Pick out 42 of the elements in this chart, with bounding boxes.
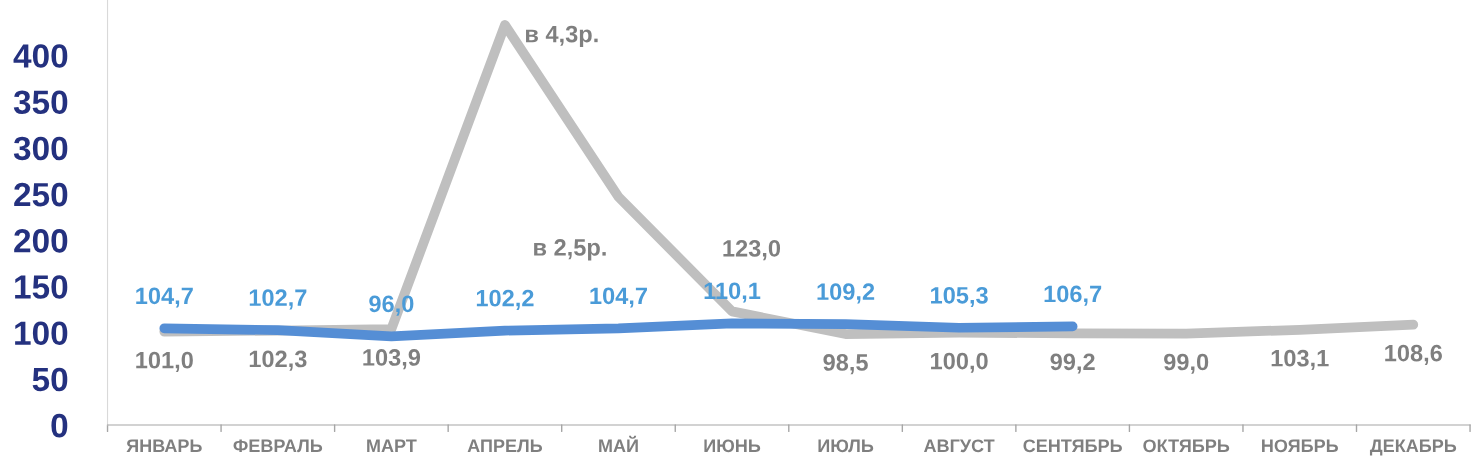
x-tick-label: ОКТЯБРЬ [1143,439,1230,453]
x-tick-label: НОЯБРЬ [1262,439,1338,453]
data-label: в 2,5р. [534,239,606,261]
x-tick-label: ФЕВРАЛЬ [233,439,323,453]
y-tick-label: 50 [32,367,68,392]
y-tick-label: 150 [15,275,68,299]
x-tick-label: МАЙ [599,435,638,453]
y-tick-label: 300 [13,136,68,161]
data-label: 99,0 [1164,353,1209,374]
data-label: 102,3 [249,350,307,371]
x-tick-label: СЕНТЯБРЬ [1023,439,1122,453]
x-tick-label: ИЮНЬ [704,439,761,453]
data-label: 96,0 [369,295,414,316]
data-label: 102,7 [249,289,307,310]
data-label: 102,2 [476,289,534,310]
x-tick-label: МАРТ [367,439,417,453]
data-label: 103,9 [363,349,421,370]
data-label: 109,2 [817,283,875,304]
data-label: 108,6 [1385,344,1442,365]
y-tick-label: 350 [13,90,68,115]
y-tick-label: 200 [14,229,68,253]
data-label: 101,0 [136,351,193,372]
x-tick-label: ЯНВАРЬ [126,439,202,453]
y-tick-label: 400 [13,44,68,68]
data-label: 123,0 [723,240,781,261]
data-label: 105,3 [931,286,988,308]
y-tick-label: 100 [15,321,68,346]
data-label: 103,1 [1271,349,1329,370]
data-label: 106,7 [1044,285,1102,306]
x-tick-label: ДЕКАБРЬ [1369,439,1457,456]
data-label: 100,0 [931,352,988,373]
x-tick-label: АПРЕЛЬ [467,439,543,453]
y-tick-label: 250 [14,182,68,207]
x-tick-label: ИЮЛЬ [818,439,874,453]
data-label: 110,1 [704,282,761,303]
data-label: 98,5 [823,354,868,375]
y-tick-label: 0 [51,413,68,438]
data-label: в 4,3р. [526,25,598,48]
data-label: 99,2 [1050,353,1095,374]
data-label: 104,7 [590,287,647,308]
data-label: 104,7 [136,287,193,308]
x-tick-label: АВГУСТ [923,439,995,453]
